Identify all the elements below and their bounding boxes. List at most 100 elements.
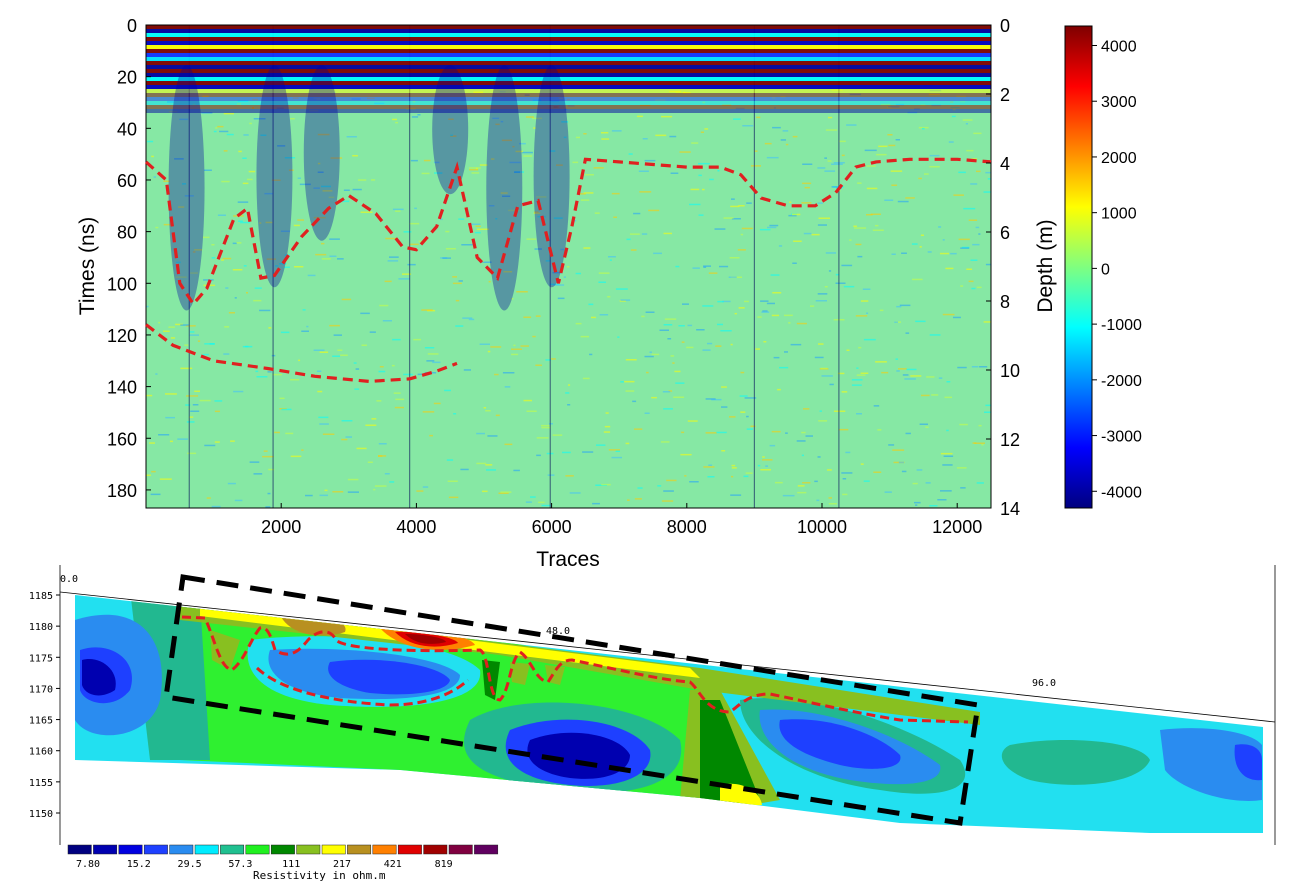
gpr-speckle bbox=[313, 187, 320, 189]
gpr-speckle bbox=[500, 491, 512, 493]
gpr-speckle bbox=[373, 488, 376, 491]
gpr-speckle bbox=[409, 243, 419, 246]
gpr-speckle bbox=[254, 287, 262, 289]
gpr-speckle bbox=[673, 396, 685, 398]
legend-title: Resistivity in ohm.m bbox=[253, 869, 386, 882]
gpr-speckle bbox=[644, 355, 654, 358]
gpr-speckle bbox=[717, 170, 720, 172]
gpr-speckle bbox=[151, 470, 156, 473]
gpr-speckle bbox=[811, 233, 820, 236]
gpr-speckle bbox=[242, 157, 247, 159]
gpr-speckle bbox=[563, 136, 567, 139]
gpr-speckle bbox=[403, 373, 413, 376]
gpr-speckle bbox=[535, 364, 542, 366]
gpr-speckle bbox=[639, 191, 652, 193]
gpr-speckle bbox=[863, 338, 876, 341]
gpr-speckle bbox=[615, 450, 620, 452]
ert-y-axis: 1185 1180 1175 1170 1165 1160 1155 1150 bbox=[29, 591, 60, 820]
gpr-speckle bbox=[422, 486, 429, 488]
gpr-speckle bbox=[705, 432, 717, 434]
gpr-speckle bbox=[476, 228, 489, 230]
gpr-speckle bbox=[769, 224, 779, 227]
gpr-speckle bbox=[353, 362, 357, 364]
gpr-band bbox=[146, 37, 991, 41]
gpr-speckle bbox=[629, 233, 640, 235]
gpr-speckle bbox=[854, 227, 866, 229]
gpr-speckle bbox=[541, 424, 550, 427]
gpr-speckle bbox=[495, 218, 498, 220]
gpr-speckle bbox=[575, 272, 581, 275]
gpr-speckle bbox=[503, 271, 513, 273]
gpr-speckle bbox=[851, 384, 862, 386]
legend-swatch bbox=[67, 844, 92, 855]
gpr-speckle bbox=[422, 411, 435, 413]
gpr-band bbox=[146, 77, 991, 81]
gpr-speckle bbox=[307, 274, 316, 277]
gpr-speckle bbox=[689, 203, 701, 206]
gpr-speckle bbox=[389, 481, 395, 483]
gpr-speckle bbox=[444, 389, 451, 392]
gpr-speckle bbox=[817, 224, 827, 226]
gpr-speckle bbox=[535, 315, 541, 317]
gpr-speckle bbox=[217, 125, 224, 128]
gpr-speckle bbox=[944, 396, 952, 399]
y-tick-label-right: 4 bbox=[1000, 154, 1010, 174]
gpr-speckle bbox=[856, 413, 862, 415]
gpr-speckle bbox=[175, 323, 183, 326]
ert-distance-label: 0.0 bbox=[60, 574, 78, 585]
gpr-speckle bbox=[943, 455, 954, 457]
gpr-speckle bbox=[973, 132, 982, 135]
gpr-speckle bbox=[824, 157, 827, 159]
gpr-speckle bbox=[896, 305, 902, 308]
gpr-speckle bbox=[197, 340, 201, 342]
gpr-speckle bbox=[846, 349, 850, 351]
gpr-speckle bbox=[378, 443, 387, 445]
gpr-speckle bbox=[720, 330, 732, 332]
gpr-speckle bbox=[641, 315, 645, 318]
gpr-texture bbox=[146, 25, 991, 508]
gpr-speckle bbox=[703, 466, 715, 468]
gpr-lobe bbox=[256, 65, 293, 288]
gpr-band bbox=[146, 93, 991, 97]
gpr-speckle bbox=[512, 145, 515, 148]
gpr-speckle bbox=[691, 142, 699, 144]
x-tick-label: 12000 bbox=[932, 517, 982, 537]
gpr-speckle bbox=[827, 469, 832, 471]
gpr-speckle bbox=[687, 324, 693, 327]
y-tick-label-right: 14 bbox=[1000, 499, 1020, 519]
gpr-speckle bbox=[384, 280, 392, 283]
gpr-speckle bbox=[452, 276, 457, 278]
gpr-speckle bbox=[423, 159, 431, 162]
gpr-speckle bbox=[185, 325, 196, 327]
gpr-band bbox=[146, 73, 991, 77]
gpr-speckle bbox=[965, 123, 968, 125]
gpr-speckle bbox=[601, 132, 609, 134]
gpr-speckle bbox=[249, 122, 252, 125]
gpr-speckle bbox=[361, 344, 367, 346]
legend-label: 111 bbox=[282, 859, 300, 870]
gpr-speckle bbox=[937, 499, 947, 501]
gpr-speckle bbox=[356, 447, 367, 450]
gpr-speckle bbox=[874, 224, 879, 227]
gpr-speckle bbox=[502, 195, 511, 197]
gpr-speckle bbox=[317, 162, 321, 165]
gpr-speckle bbox=[686, 346, 694, 349]
gpr-speckle bbox=[690, 188, 700, 191]
gpr-speckle bbox=[896, 370, 900, 372]
y-tick-label-right: 10 bbox=[1000, 361, 1020, 381]
gpr-speckle bbox=[387, 260, 399, 262]
gpr-speckle bbox=[661, 500, 674, 502]
colorbar-tick-label: -4000 bbox=[1101, 484, 1142, 501]
survey-window-outline bbox=[163, 574, 981, 826]
gpr-speckle bbox=[495, 414, 500, 417]
gpr-speckle bbox=[192, 404, 199, 406]
ert-y-tick-label: 1185 bbox=[29, 591, 53, 602]
gpr-speckle bbox=[330, 157, 343, 159]
y-tick-label-right: 6 bbox=[1000, 223, 1010, 243]
gpr-speckle bbox=[985, 263, 991, 266]
gpr-speckle bbox=[951, 115, 956, 118]
gpr-speckle bbox=[669, 135, 677, 138]
gpr-speckle bbox=[163, 180, 170, 182]
gpr-speckle bbox=[892, 449, 905, 451]
gpr-speckle bbox=[279, 397, 285, 400]
